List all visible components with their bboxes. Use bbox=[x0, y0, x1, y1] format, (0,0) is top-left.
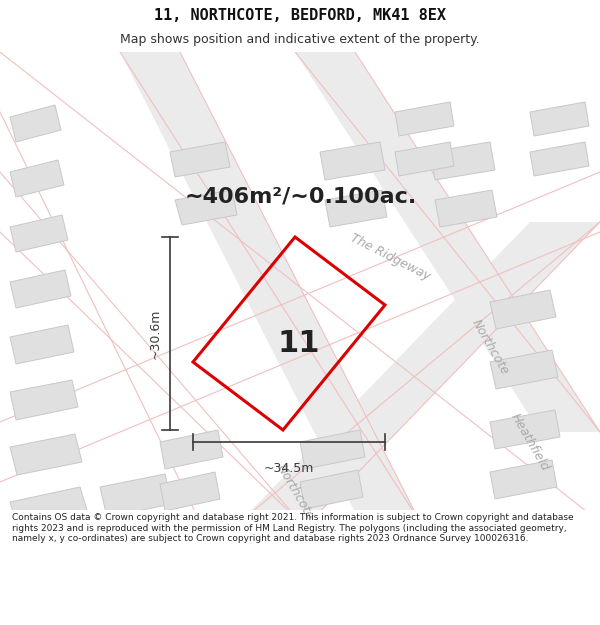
Text: 11, NORTHCOTE, BEDFORD, MK41 8EX: 11, NORTHCOTE, BEDFORD, MK41 8EX bbox=[154, 8, 446, 23]
Polygon shape bbox=[320, 142, 385, 180]
Polygon shape bbox=[10, 487, 90, 535]
Polygon shape bbox=[175, 190, 237, 225]
Polygon shape bbox=[490, 350, 558, 389]
Text: Heathfield: Heathfield bbox=[508, 411, 552, 473]
Polygon shape bbox=[170, 142, 230, 177]
Polygon shape bbox=[490, 460, 557, 499]
Polygon shape bbox=[300, 430, 365, 469]
Text: Northcote: Northcote bbox=[469, 317, 511, 377]
Polygon shape bbox=[10, 105, 61, 142]
Polygon shape bbox=[325, 190, 387, 227]
Polygon shape bbox=[10, 160, 64, 197]
Polygon shape bbox=[435, 190, 497, 227]
Text: 11: 11 bbox=[278, 329, 320, 358]
Polygon shape bbox=[240, 222, 600, 522]
Polygon shape bbox=[300, 470, 363, 509]
Polygon shape bbox=[530, 142, 589, 176]
Polygon shape bbox=[160, 430, 223, 469]
Text: ~406m²/~0.100ac.: ~406m²/~0.100ac. bbox=[185, 187, 417, 207]
Polygon shape bbox=[10, 270, 71, 308]
Polygon shape bbox=[120, 52, 420, 522]
Text: Contains OS data © Crown copyright and database right 2021. This information is : Contains OS data © Crown copyright and d… bbox=[12, 513, 574, 543]
Polygon shape bbox=[10, 380, 78, 420]
Polygon shape bbox=[10, 434, 82, 475]
Polygon shape bbox=[490, 290, 556, 329]
Polygon shape bbox=[395, 102, 454, 136]
Polygon shape bbox=[10, 215, 68, 252]
Text: ~30.6m: ~30.6m bbox=[149, 308, 162, 359]
Text: Northcote: Northcote bbox=[274, 462, 316, 522]
Polygon shape bbox=[395, 142, 454, 176]
Polygon shape bbox=[490, 410, 560, 449]
Polygon shape bbox=[430, 142, 495, 180]
Polygon shape bbox=[100, 474, 172, 517]
Text: ~34.5m: ~34.5m bbox=[264, 462, 314, 475]
Polygon shape bbox=[10, 325, 74, 364]
Text: Map shows position and indicative extent of the property.: Map shows position and indicative extent… bbox=[120, 32, 480, 46]
Polygon shape bbox=[530, 102, 589, 136]
Polygon shape bbox=[295, 52, 600, 432]
Polygon shape bbox=[160, 472, 220, 511]
Text: The Ridgeway: The Ridgeway bbox=[348, 231, 432, 282]
